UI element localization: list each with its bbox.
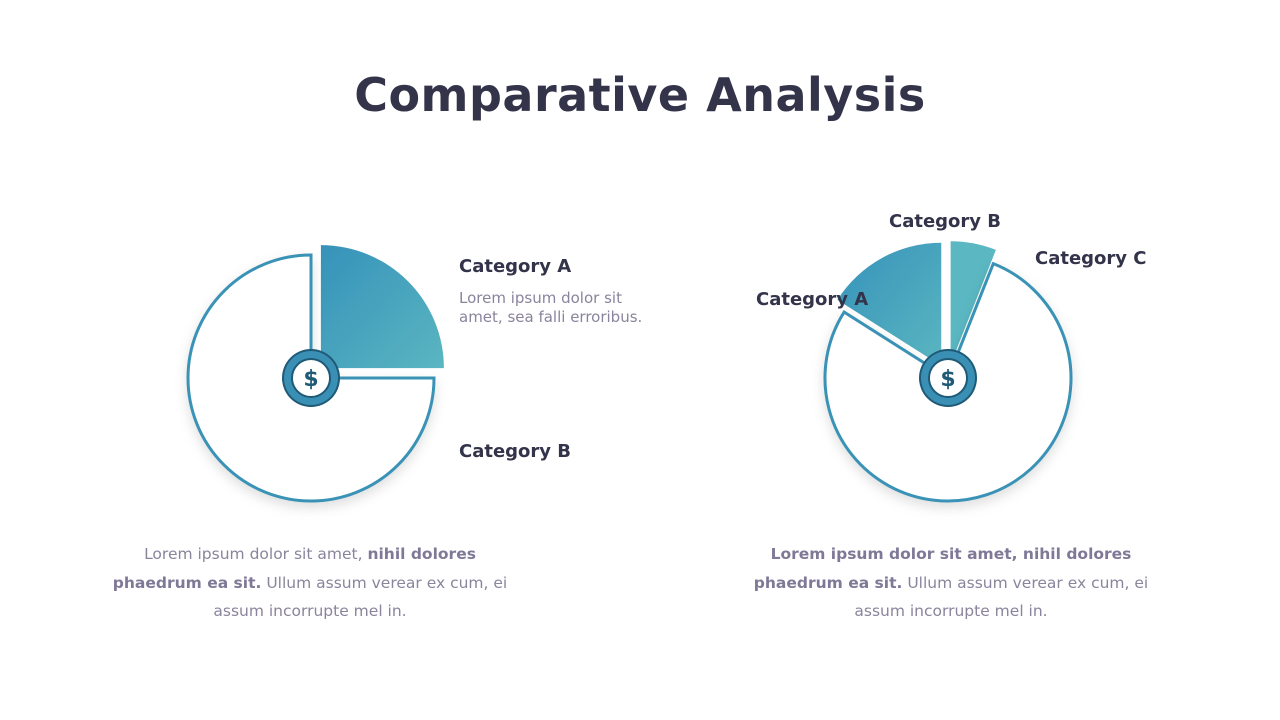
right-category-b-label: Category B [889, 211, 1002, 232]
pie-slice-category-a [320, 245, 444, 369]
left-category-a-description: Lorem ipsum dolor sit amet, sea falli er… [459, 289, 643, 326]
dollar-sign: $ [303, 367, 318, 392]
dollar-sign: $ [940, 367, 955, 392]
right-caption-bold: Lorem ipsum dolor sit amet, nihil dolore… [753, 545, 1132, 592]
left-caption-bold: nihil dolores phaedrum ea sit. [112, 545, 476, 592]
page-title: Comparative Analysis [354, 68, 926, 122]
right-category-c-label: Category C [1035, 248, 1147, 269]
left-caption-text-1: Lorem ipsum dolor sit amet, [144, 545, 368, 563]
left-category-b-label: Category B [459, 441, 572, 462]
right-category-a-label: Category A [756, 289, 869, 310]
right-caption-text-2: Ullum assum verear ex cum, ei assum inco… [854, 573, 1149, 621]
right-chart-caption: Lorem ipsum dolor sit amet, nihil dolore… [741, 540, 1161, 626]
right-pie-chart: $ [823, 241, 1073, 503]
left-category-a-label: Category A [459, 256, 572, 277]
pie-slice-category-b [950, 241, 996, 365]
dollar-coin-icon: $ [919, 349, 977, 407]
left-pie-chart: $ [186, 245, 444, 503]
left-chart-caption: Lorem ipsum dolor sit amet, nihil dolore… [100, 540, 520, 626]
dollar-coin-icon: $ [282, 349, 340, 407]
left-caption-text-2: Ullum assum verear ex cum, ei assum inco… [213, 573, 508, 621]
pie-slice-category-a [837, 242, 942, 366]
